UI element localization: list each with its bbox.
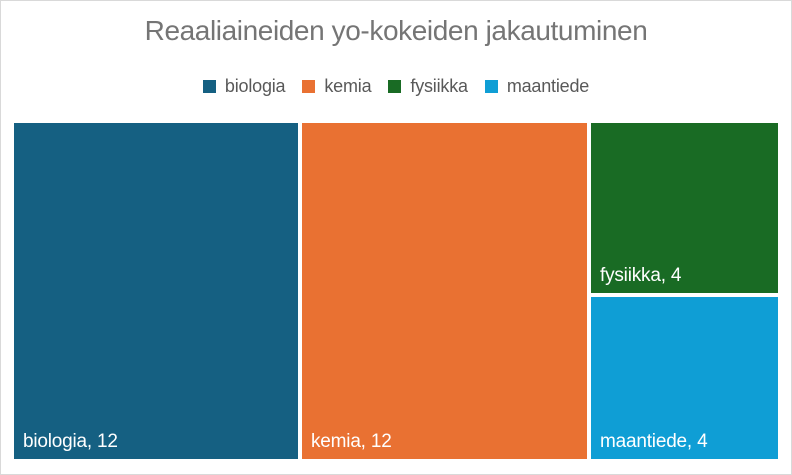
treemap-tile-biologia[interactable]: biologia, 12: [14, 123, 298, 459]
legend: biologia kemia fysiikka maantiede: [1, 76, 791, 97]
legend-label-maantiede: maantiede: [506, 76, 590, 96]
legend-swatch-kemia-icon: [302, 80, 316, 93]
treemap-tile-fysiikka[interactable]: fysiikka, 4: [591, 123, 778, 293]
treemap-tile-kemia[interactable]: kemia, 12: [302, 123, 587, 459]
legend-label-fysiikka: fysiikka: [410, 76, 468, 96]
legend-item-maantiede[interactable]: maantiede: [484, 76, 590, 97]
tile-label-maantiede: maantiede, 4: [600, 431, 708, 452]
legend-swatch-biologia-icon: [202, 80, 216, 93]
legend-swatch-maantiede-icon: [484, 80, 498, 93]
tile-label-biologia: biologia, 12: [23, 431, 118, 452]
legend-label-kemia: kemia: [324, 76, 372, 96]
chart-title: Reaaliaineiden yo-kokeiden jakautuminen: [144, 15, 648, 46]
tile-label-kemia: kemia, 12: [311, 431, 392, 452]
legend-item-kemia[interactable]: kemia: [302, 76, 372, 97]
treemap-plot-area: biologia, 12 kemia, 12 fysiikka, 4 maant…: [14, 123, 778, 459]
tile-label-fysiikka: fysiikka, 4: [600, 265, 682, 286]
legend-swatch-fysiikka-icon: [388, 80, 402, 93]
legend-item-fysiikka[interactable]: fysiikka: [388, 76, 468, 97]
legend-label-biologia: biologia: [224, 76, 286, 96]
treemap-tile-maantiede[interactable]: maantiede, 4: [591, 297, 778, 459]
legend-item-biologia[interactable]: biologia: [202, 76, 286, 97]
